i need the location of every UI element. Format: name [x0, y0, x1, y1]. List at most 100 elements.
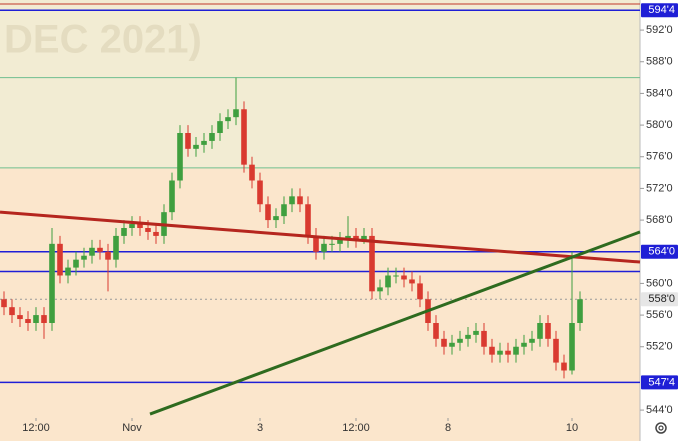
settings-icon[interactable]	[655, 422, 667, 434]
candle-body	[137, 224, 143, 228]
candle-body	[81, 255, 87, 260]
candle-body	[9, 307, 15, 316]
y-tick-label: 588'0	[646, 56, 673, 68]
y-tick-label: 580'0	[646, 119, 673, 131]
candle-body	[529, 338, 535, 343]
candle-body	[121, 228, 127, 236]
candle-body	[489, 346, 495, 355]
x-tick-label: Nov	[122, 422, 142, 434]
y-tick-label: 552'0	[646, 341, 673, 353]
y-tick-label: 560'0	[646, 277, 673, 289]
price-badge-label: 594'4	[648, 4, 675, 16]
candle-body	[89, 247, 95, 256]
y-tick-label: 556'0	[646, 309, 673, 321]
candle-body	[105, 251, 111, 260]
candle-body	[409, 279, 415, 284]
candle-body	[497, 350, 503, 355]
gear-hub	[658, 425, 664, 431]
candle-body	[177, 133, 183, 181]
candle-body	[201, 140, 207, 145]
candle-body	[145, 228, 151, 232]
candle-body	[281, 204, 287, 217]
candle-body	[185, 133, 191, 149]
x-tick-label: 10	[566, 422, 578, 434]
candle-body	[553, 338, 559, 363]
candle-body	[97, 247, 103, 252]
price-badge-label: 547'4	[648, 376, 675, 388]
candle-body	[1, 299, 7, 308]
candle-body	[385, 275, 391, 288]
price-axis	[640, 0, 680, 441]
candle-body	[265, 204, 271, 221]
price-badge	[641, 292, 678, 307]
y-tick-label: 592'0	[646, 24, 673, 36]
candle-body	[545, 323, 551, 339]
candle-body	[329, 243, 335, 245]
candle-body	[209, 133, 215, 141]
candle-body	[457, 338, 463, 343]
candle-body	[521, 342, 527, 347]
y-tick-label: 544'0	[646, 404, 673, 416]
candle-body	[217, 121, 223, 133]
candle-body	[25, 319, 31, 323]
candle-body	[473, 330, 479, 335]
candle-body	[153, 231, 159, 236]
y-tick-label: 576'0	[646, 151, 673, 163]
candle-body	[377, 287, 383, 292]
price-badge-label: 558'0	[648, 293, 675, 305]
candle-body	[305, 204, 311, 236]
y-tick-label: 584'0	[646, 87, 673, 99]
trend-line	[149, 230, 641, 416]
y-tick-label: 568'0	[646, 214, 673, 226]
candle-body	[577, 299, 583, 323]
candle-body	[257, 180, 263, 205]
candle-body	[297, 196, 303, 205]
x-tick-label: 12:00	[342, 422, 370, 434]
candle-body	[113, 235, 119, 260]
candle-body	[249, 164, 255, 181]
candle-body	[321, 243, 327, 252]
candle-body	[353, 235, 359, 240]
price-badge-label: 564'0	[648, 246, 675, 258]
candle-body	[313, 235, 319, 252]
candle-body	[193, 144, 199, 149]
candle-body	[417, 283, 423, 300]
x-tick-label: 12:00	[22, 422, 50, 434]
candle-body	[289, 196, 295, 205]
candle-body	[233, 109, 239, 118]
candle-body	[65, 267, 71, 276]
candle-body	[569, 323, 575, 371]
zone-bg	[0, 0, 640, 168]
candle-body	[273, 216, 279, 221]
candle-body	[481, 330, 487, 347]
candle-body	[225, 117, 231, 122]
y-tick-label: 572'0	[646, 182, 673, 194]
x-tick-label: 3	[257, 422, 263, 434]
candle-body	[433, 323, 439, 339]
candle-body	[449, 342, 455, 347]
candle-body	[505, 350, 511, 355]
price-badge	[641, 244, 678, 259]
candle-body	[241, 109, 247, 165]
candle-body	[33, 315, 39, 323]
candle-body	[337, 239, 343, 244]
candle-body	[41, 315, 47, 323]
price-badge	[641, 3, 678, 18]
candle-body	[129, 224, 135, 228]
candle-body	[401, 275, 407, 280]
watermark: DEC 2021)	[4, 18, 202, 62]
candle-body	[513, 346, 519, 355]
candle-body	[57, 243, 63, 276]
gear	[655, 422, 667, 434]
candle-body	[361, 235, 367, 240]
candle-body	[17, 315, 23, 320]
candle-body	[465, 334, 471, 339]
candle-body	[537, 323, 543, 339]
candle-body	[169, 180, 175, 213]
candle-body	[369, 235, 375, 292]
candle-body	[49, 243, 55, 323]
price-badge	[641, 375, 678, 390]
candle-body	[561, 362, 567, 371]
x-tick-label: 8	[445, 422, 451, 434]
